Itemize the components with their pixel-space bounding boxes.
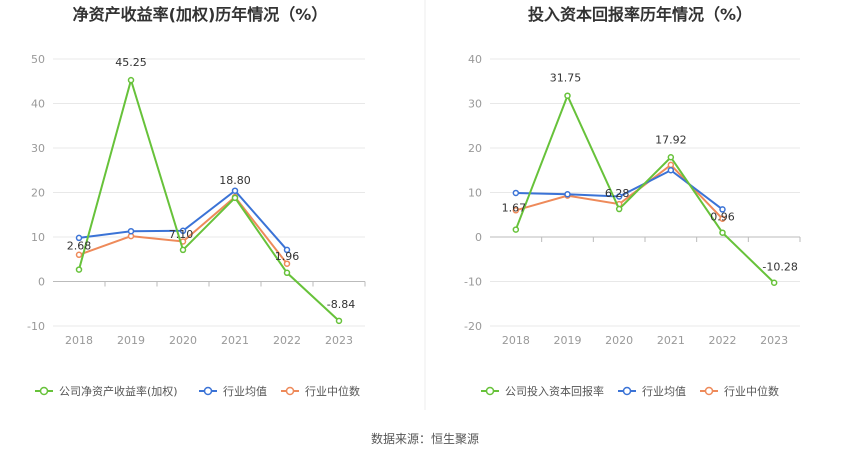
data-label: 1.67 [502,202,527,215]
data-point-company [127,76,135,84]
data-label: 6.28 [605,187,630,200]
x-tick-label: 2020 [605,334,633,347]
y-tick-label: 40 [31,98,45,111]
y-tick-label: 10 [31,231,45,244]
series-line-company [514,93,775,284]
x-tick-label: 2023 [325,334,353,347]
data-point-median [667,161,675,169]
data-point-company [667,154,675,161]
x-tick-label: 2020 [169,334,197,347]
data-source-label: 数据来源：恒生聚源 [371,431,479,446]
data-point-company [179,246,187,254]
data-point-company [615,205,623,213]
data-label: 45.25 [115,56,147,69]
y-tick-label: 40 [468,53,482,66]
data-label: -8.84 [327,298,355,311]
y-tick-label: 0 [38,276,45,289]
data-point-avg [667,167,675,174]
data-label: 17.92 [655,133,687,146]
data-point-company [75,266,83,273]
legend-label: 行业中位数 [724,384,779,398]
x-tick-label: 2019 [554,334,582,347]
data-point-avg [231,187,239,194]
y-tick-label: 10 [468,187,482,200]
data-point-median [283,260,291,267]
data-point-median [75,251,83,259]
data-point-company [512,226,520,233]
data-point-company [231,194,239,202]
y-tick-label: 30 [31,142,45,155]
x-tick-label: 2018 [65,334,93,347]
chart-title: 净资产收益率(加权)历年情况（%） [73,5,328,24]
x-tick-label: 2021 [221,334,249,347]
series-line-company [78,76,340,322]
y-tick-label: -10 [27,320,45,333]
x-tick-label: 2019 [117,334,145,347]
data-label: 7.10 [169,228,194,241]
data-point-avg [283,246,291,254]
data-label: 1.96 [275,250,300,263]
x-tick-label: 2022 [273,334,301,347]
data-point-avg [179,227,187,235]
legend-swatch-marker [203,386,213,396]
data-point-company [719,229,726,236]
y-tick-label: -10 [464,276,482,289]
data-point-avg [719,206,726,213]
legend-label: 行业中位数 [305,384,360,398]
data-point-avg [615,193,623,200]
data-point-avg [512,189,520,197]
y-tick-label: 50 [31,53,45,66]
x-tick-label: 2018 [502,334,530,347]
legend-swatch-marker [485,386,495,396]
data-point-avg [564,191,571,198]
data-point-company [770,279,778,286]
x-tick-label: 2023 [760,334,788,347]
data-label: 31.75 [550,72,582,85]
legend-swatch-marker [622,386,632,396]
legend-label: 公司净资产收益率(加权) [59,384,178,398]
data-point-avg [127,227,135,235]
data-label: 2.68 [67,240,92,253]
legend-swatch-marker [285,386,295,396]
y-tick-label: 0 [475,231,482,244]
data-point-median [719,215,726,223]
data-point-company [335,317,343,325]
data-label: -10.28 [762,261,797,274]
y-tick-label: 20 [31,187,45,200]
legend-swatch-marker [39,386,49,396]
y-tick-label: 30 [468,98,482,111]
legend-label: 公司投入资本回报率 [505,384,604,398]
legend-swatch-marker [704,386,714,396]
chart-title: 投入资本回报率历年情况（%） [528,5,752,24]
y-tick-label: 20 [468,142,482,155]
roe-chart-panel: 净资产收益率(加权)历年情况（%） -10 0 10 20 30 40 50 2018 2019 2… [27,5,366,398]
data-point-company [564,92,571,99]
data-point-company [283,269,291,277]
data-point-avg [75,234,83,242]
data-label: 0.96 [710,211,735,224]
legend-label: 行业均值 [642,385,686,398]
legend-label: 行业均值 [223,385,267,398]
data-point-median [512,207,520,214]
roic-chart-panel: 投入资本回报率历年情况（%） -20 -10 0 10 20 30 40 2018 2019 202… [464,5,801,398]
x-tick-label: 2021 [657,334,685,347]
x-tick-label: 2022 [709,334,737,347]
y-tick-label: -20 [464,320,482,333]
data-label: 18.80 [219,174,251,187]
